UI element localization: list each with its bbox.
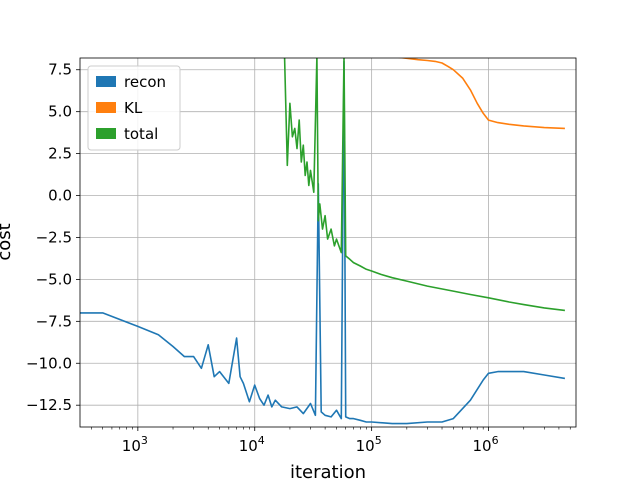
plot-frame <box>79 57 577 428</box>
x-tick-label: 106 <box>472 434 498 455</box>
y-tick-label: 0.0 <box>48 187 72 205</box>
series-line-recon <box>80 60 566 425</box>
series-line-total <box>283 58 565 312</box>
series-line-KL <box>397 58 565 130</box>
y-tick-label: −10.0 <box>26 354 72 372</box>
y-axis-label: cost <box>0 223 15 260</box>
legend-label-recon: recon <box>124 73 166 91</box>
legend-label-KL: KL <box>124 99 143 117</box>
legend-swatch-recon <box>96 76 116 87</box>
y-tick-label: 2.5 <box>48 145 72 163</box>
legend-swatch-total <box>96 128 116 139</box>
legend-swatch-KL <box>96 102 116 113</box>
x-tick-label: 104 <box>239 434 265 455</box>
y-tick-label: 7.5 <box>48 61 72 79</box>
y-tick-label: −5.0 <box>36 270 72 288</box>
series-group <box>80 58 566 425</box>
axis-ticks: 103 104 105 106 7.5 5.0 2.5 0.0 −2.5 −5.0 −7.5 −10.… <box>26 61 571 455</box>
x-tick-label: 105 <box>356 434 382 455</box>
x-axis-label: iteration <box>290 462 366 480</box>
x-tick-label: 103 <box>122 434 148 455</box>
legend-label-total: total <box>124 125 158 143</box>
grid <box>80 58 576 427</box>
y-tick-label: −2.5 <box>36 228 72 246</box>
y-tick-label: 5.0 <box>48 103 72 121</box>
legend: recon KL total <box>87 65 181 151</box>
y-tick-label: −12.5 <box>26 396 72 414</box>
y-tick-label: −7.5 <box>36 312 72 330</box>
